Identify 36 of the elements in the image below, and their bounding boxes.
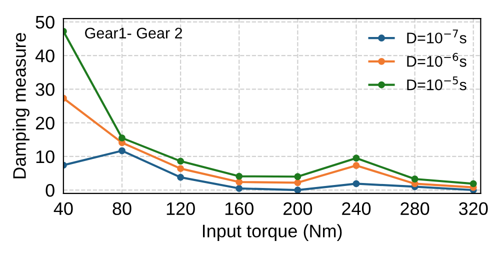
x-tick-label: 120 [166, 202, 195, 216]
y-tick-label: 0 [46, 184, 54, 197]
y-tick-label: 40 [35, 49, 54, 62]
point [236, 172, 243, 180]
point [118, 134, 126, 142]
point [177, 158, 184, 165]
annotation: Gear1- Gear 2 [85, 28, 182, 39]
point [294, 173, 302, 180]
point [470, 180, 477, 188]
y-tick-label: 20 [36, 116, 54, 130]
x-tick-label: 200 [284, 202, 312, 216]
point [352, 180, 360, 188]
x-tick-label: 80 [112, 202, 132, 216]
x-axis-title: Input torque (Nm) [202, 224, 342, 241]
point [118, 147, 126, 154]
x-tick-label: 160 [225, 202, 254, 216]
point [411, 176, 418, 182]
point [236, 178, 243, 186]
y-tick-label: 30 [36, 83, 54, 96]
y-tick-label: 10 [36, 150, 54, 164]
point [294, 186, 302, 194]
legend-label: D=10$^{−5}$s [407, 76, 466, 90]
y-axis-title: Damping measure [12, 33, 30, 178]
x-tick-label: 240 [342, 202, 371, 216]
legend-label: D=10$^{−7}$s [407, 30, 466, 44]
y-tick-label: 50 [36, 16, 54, 29]
x-tick-label: 40 [54, 202, 73, 216]
point [294, 179, 302, 186]
legend-label: D=10$^{−6}$s [407, 52, 466, 67]
point [236, 184, 243, 192]
point [177, 165, 184, 172]
point [177, 174, 184, 181]
point [352, 162, 360, 170]
x-tick-label: 280 [400, 202, 430, 216]
x-tick-label: 320 [458, 202, 488, 216]
point [352, 154, 360, 162]
